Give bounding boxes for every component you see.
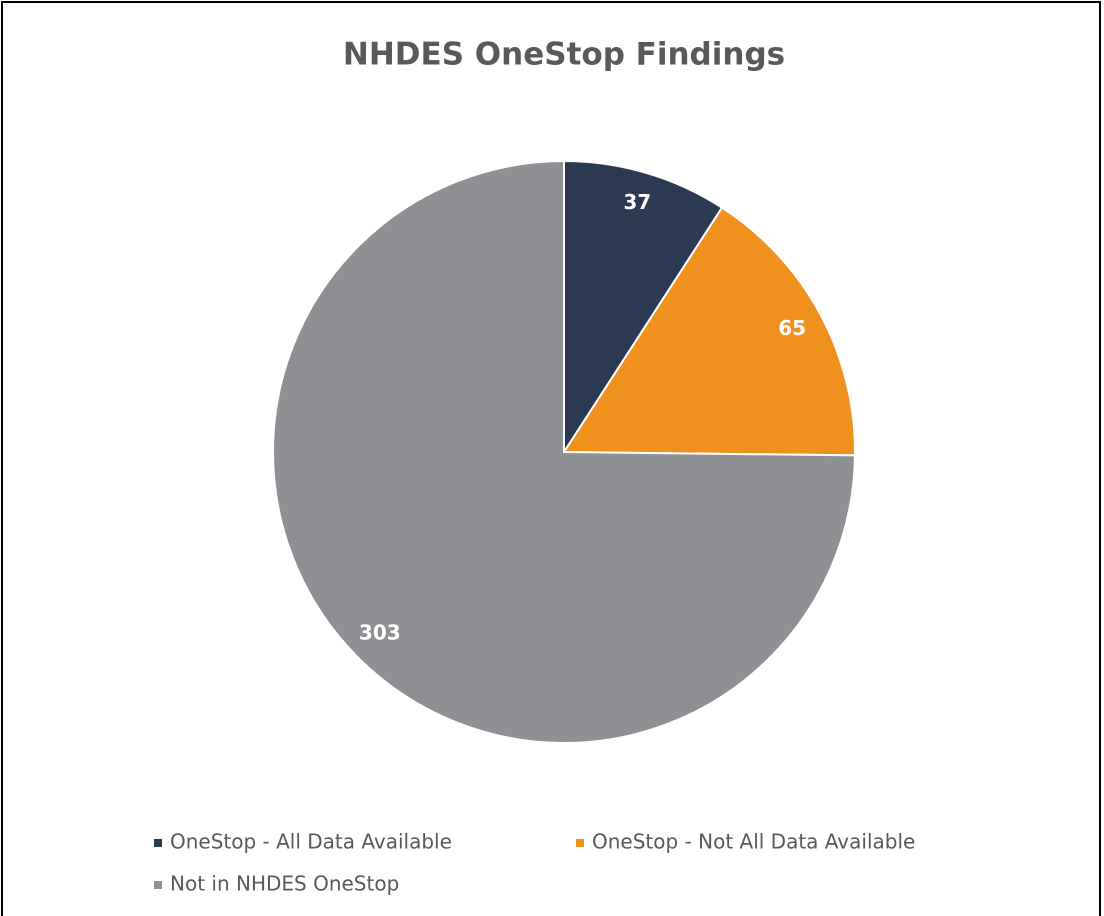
legend-swatch [576, 839, 584, 847]
data-label: 65 [778, 316, 806, 340]
pie-slice [272, 159, 856, 744]
chart-title: NHDES OneStop Findings [343, 37, 785, 73]
data-label: 37 [623, 190, 651, 214]
legend-label: Not in NHDES OneStop [170, 872, 399, 896]
pie-slice [562, 206, 856, 457]
pie-slice [563, 159, 724, 456]
data-label: 303 [359, 621, 401, 645]
legend-swatch [154, 839, 162, 847]
legend-label: OneStop - All Data Available [170, 830, 452, 854]
legend-swatch [154, 881, 162, 889]
legend-label: OneStop - Not All Data Available [592, 830, 915, 854]
